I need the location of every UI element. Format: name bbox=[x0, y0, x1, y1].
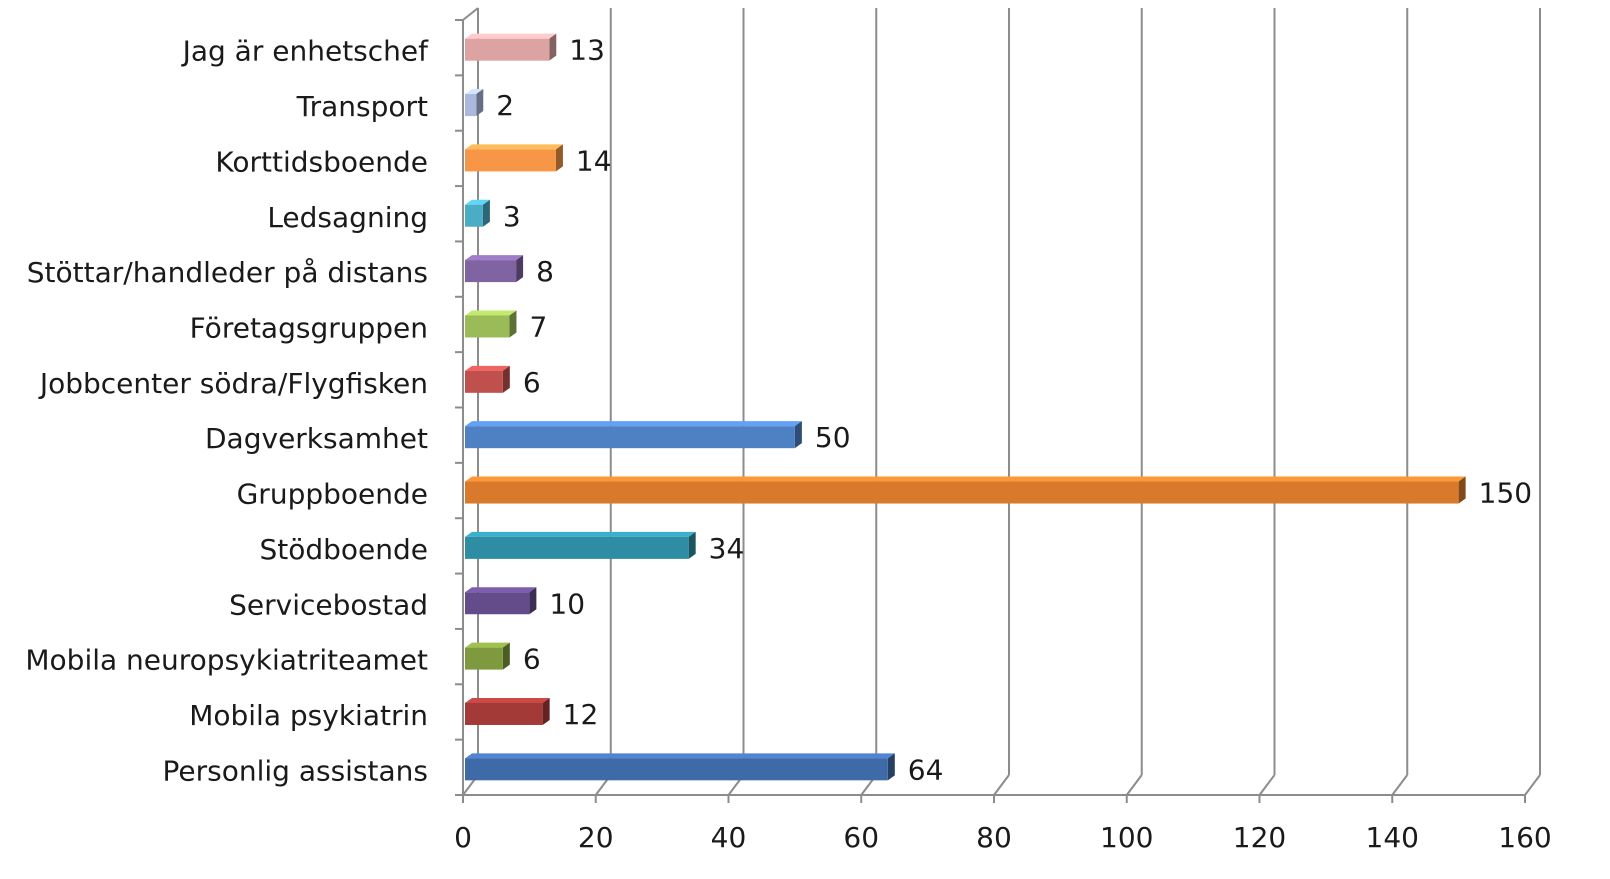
gridline-floor bbox=[1258, 774, 1276, 796]
x-tick-label: 100 bbox=[1100, 821, 1153, 854]
bar bbox=[465, 315, 510, 338]
bar bbox=[465, 481, 1459, 504]
data-label: 7 bbox=[529, 310, 547, 343]
labels: 0 20 40 60 80 100 120 140 160 64 Personlig assista… bbox=[25, 34, 1551, 854]
data-label: 34 bbox=[709, 532, 745, 565]
bar bbox=[465, 370, 503, 393]
bar-top bbox=[465, 421, 802, 427]
data-label: 2 bbox=[496, 89, 514, 122]
category-label: Transport bbox=[296, 90, 428, 123]
bar-side bbox=[509, 310, 517, 338]
category-label: Korttidsboende bbox=[215, 145, 428, 178]
bar bbox=[465, 94, 477, 117]
bar-side bbox=[887, 753, 895, 781]
data-label: 14 bbox=[576, 144, 612, 177]
bar-top bbox=[465, 587, 537, 593]
bar-side bbox=[529, 587, 537, 615]
category-label: Dagverksamhet bbox=[205, 422, 428, 455]
x-tick-label: 20 bbox=[578, 821, 614, 854]
bar-top bbox=[465, 531, 696, 537]
bar-top bbox=[465, 476, 1466, 482]
gridline-floor bbox=[1524, 774, 1541, 796]
gridline-floor bbox=[1125, 774, 1143, 796]
x-tick-label: 80 bbox=[976, 821, 1012, 854]
bar bbox=[465, 204, 483, 227]
bar-side bbox=[555, 144, 563, 172]
bar bbox=[465, 647, 503, 670]
bar-side bbox=[542, 697, 550, 725]
x-tick-label: 120 bbox=[1233, 821, 1286, 854]
bar-top bbox=[465, 33, 557, 39]
bar bbox=[465, 260, 517, 283]
data-label: 13 bbox=[569, 34, 605, 67]
data-label: 8 bbox=[536, 255, 554, 288]
bar-top bbox=[465, 199, 490, 205]
category-label: Mobila neuropsykiatriteamet bbox=[25, 644, 428, 677]
bar bbox=[465, 38, 550, 61]
data-label: 150 bbox=[1479, 477, 1532, 510]
bar bbox=[465, 536, 689, 559]
bar-top bbox=[465, 365, 510, 371]
bar bbox=[465, 702, 543, 725]
category-label: Mobila psykiatrin bbox=[189, 699, 428, 732]
bar-side bbox=[502, 365, 510, 393]
bar-side bbox=[482, 199, 490, 227]
bar-top bbox=[465, 697, 550, 703]
category-label: Jobbcenter södra/Flygfisken bbox=[38, 367, 428, 400]
bar bbox=[465, 149, 556, 172]
bar-top bbox=[465, 144, 563, 150]
bar-side bbox=[1458, 476, 1466, 504]
bar-top bbox=[465, 89, 484, 95]
category-label: Stöttar/handleder på distans bbox=[27, 256, 428, 289]
category-label: Företagsgruppen bbox=[190, 311, 428, 344]
gridline-floor bbox=[1391, 774, 1409, 796]
x-tick-label: 0 bbox=[454, 821, 472, 854]
bars bbox=[465, 33, 1466, 781]
bar bbox=[465, 426, 795, 449]
category-label: Stödboende bbox=[259, 533, 428, 566]
data-label: 64 bbox=[908, 753, 944, 786]
category-label: Ledsagning bbox=[267, 201, 428, 234]
bar-side bbox=[516, 255, 524, 283]
x-tick-label: 140 bbox=[1366, 821, 1419, 854]
bar bbox=[465, 758, 888, 781]
axes bbox=[455, 7, 1526, 803]
bar-top bbox=[465, 255, 524, 261]
bar-side bbox=[688, 531, 696, 559]
category-label: Servicebostad bbox=[229, 588, 428, 621]
gridline-floor bbox=[993, 774, 1010, 796]
bar-top bbox=[465, 310, 517, 316]
data-label: 10 bbox=[549, 587, 585, 620]
bar-top bbox=[465, 642, 510, 648]
category-label: Jag är enhetschef bbox=[181, 35, 430, 68]
category-label: Personlig assistans bbox=[163, 754, 429, 787]
category-label: Gruppboende bbox=[237, 478, 428, 511]
bar-top bbox=[465, 753, 895, 759]
data-label: 12 bbox=[563, 698, 599, 731]
bar-side bbox=[549, 33, 557, 61]
y-axis-top-edge bbox=[462, 7, 479, 21]
x-tick-label: 40 bbox=[711, 821, 747, 854]
gridlines bbox=[594, 8, 1541, 796]
bar bbox=[465, 592, 530, 615]
data-label: 6 bbox=[523, 366, 541, 399]
data-label: 50 bbox=[815, 421, 851, 454]
bar-side bbox=[476, 89, 484, 117]
x-tick-label: 60 bbox=[843, 821, 879, 854]
data-label: 3 bbox=[503, 200, 521, 233]
bar-side bbox=[502, 642, 510, 670]
x-tick-label: 160 bbox=[1498, 821, 1551, 854]
data-label: 6 bbox=[523, 643, 541, 676]
bar-side bbox=[794, 421, 802, 449]
